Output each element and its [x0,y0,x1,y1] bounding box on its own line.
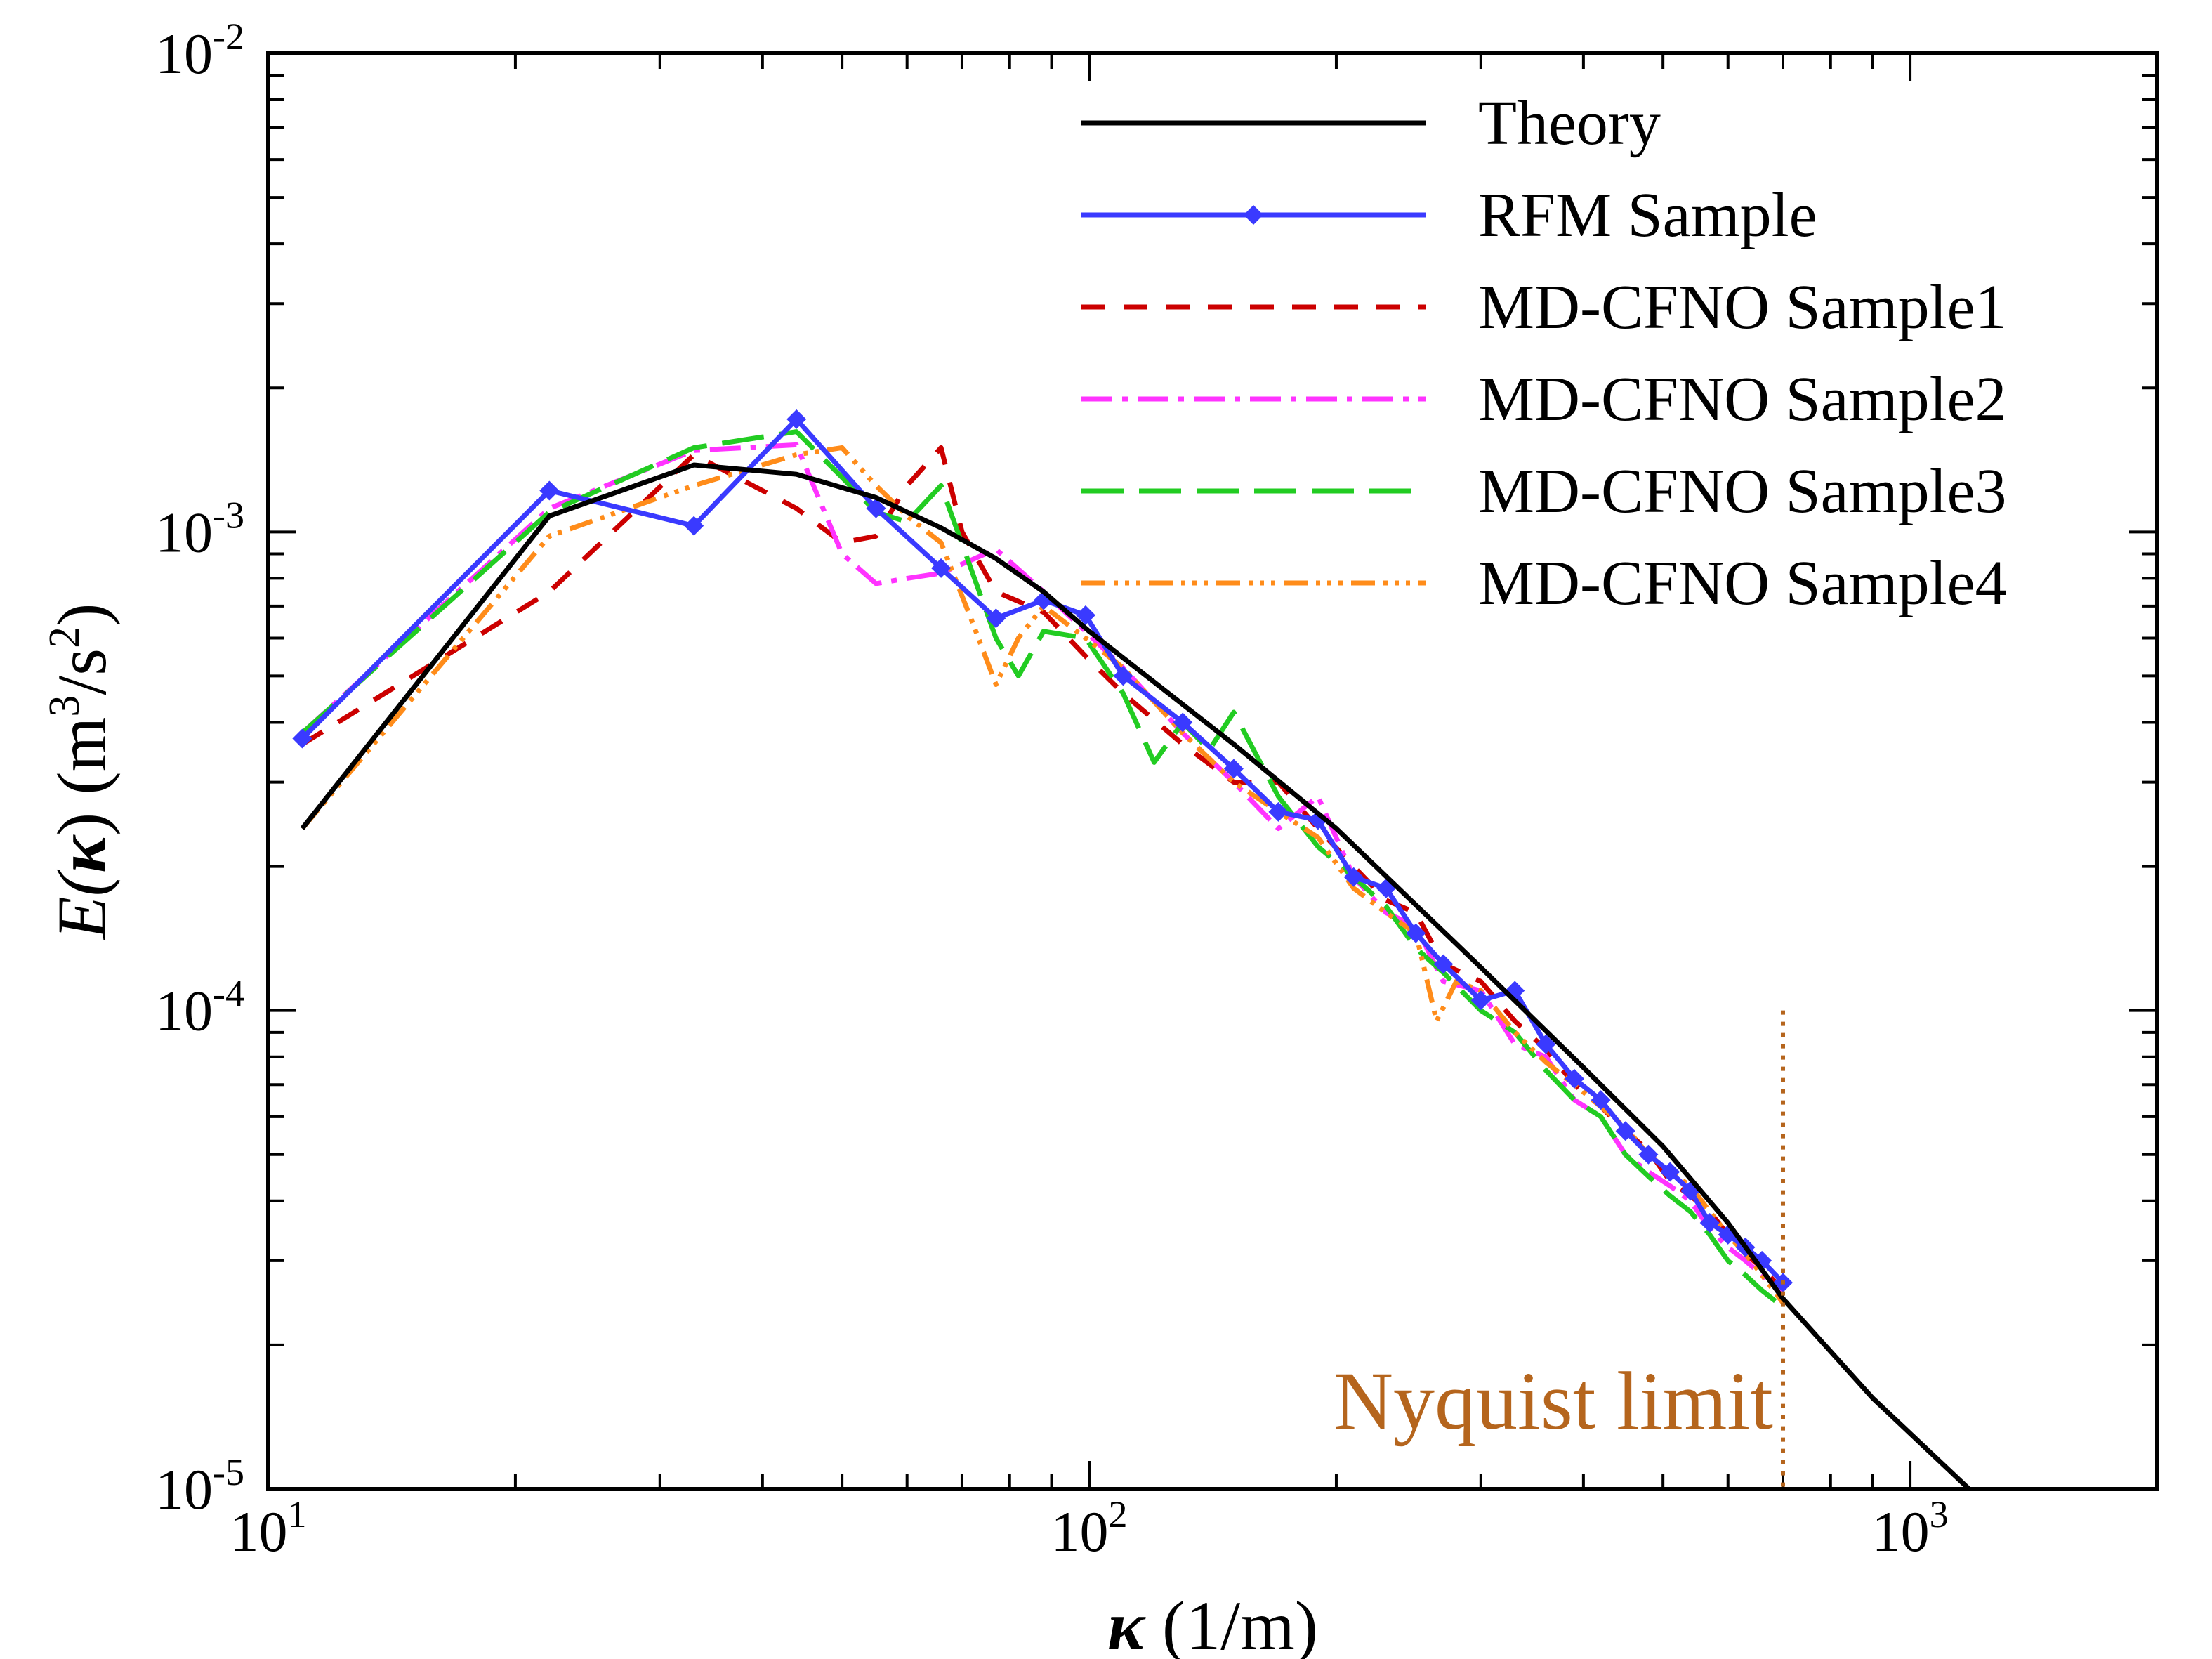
y-axis-main: E( [43,869,121,940]
rfm-marker [1433,954,1454,974]
nyquist-label: Nyquist limit [1334,1355,1773,1447]
rfm-marker [1699,1212,1720,1233]
rfm-marker [1615,1121,1635,1141]
plot-frame [266,51,2159,1491]
series-line-md-cfno-sample2 [301,442,1785,1297]
rfm-marker [1113,666,1133,686]
y-tick-label: 10-3 [155,494,244,564]
y-axis-sup1: 3 [41,695,88,717]
y-tick-label: 10-2 [155,15,244,86]
plot-background [268,53,2157,1489]
series-line-md-cfno-sample4 [300,445,1785,1304]
rfm-marker [1173,712,1193,733]
series-line-md-cfno-sample1 [301,445,1785,1292]
rfm-marker [866,498,886,518]
rfm-marker [1075,605,1095,625]
x-tick-label: 102 [1051,1493,1128,1563]
rfm-marker [786,409,807,429]
x-axis-unit: (1/m) [1145,1587,1318,1659]
y-axis-close: ) (m [43,717,121,836]
legend: Theory RFM Sample MD-CFNO Sample1 MD-CFNO S… [1081,88,2007,618]
rfm-marker [684,516,704,536]
rfm-marker [931,558,952,578]
x-axis-title: κ (1/m) [1107,1587,1318,1659]
y-tick-label: 10-4 [155,973,244,1043]
rfm-marker [1223,759,1244,779]
rfm-marker [1343,867,1364,887]
legend-label-md-cfno-sample2: MD-CFNO Sample2 [1478,365,2007,434]
tick-labels: 101 102 103 10-5 10-4 10-3 10-2 [155,15,1949,1563]
series-layer [292,409,1971,1489]
rfm-marker [539,480,560,501]
rfm-marker [1660,1162,1680,1182]
y-axis-end: ) [43,603,121,627]
x-axis-symbol: κ [1107,1587,1146,1659]
legend-label-md-cfno-sample1: MD-CFNO Sample1 [1478,273,2007,342]
nyquist-annotation: Nyquist limit [1334,1010,1785,1489]
rfm-marker [1565,1068,1585,1089]
y-tick-label: 10-5 [155,1451,244,1521]
series-line-theory [300,462,1971,1489]
legend-label-md-cfno-sample4: MD-CFNO Sample4 [1478,549,2007,618]
legend-label-md-cfno-sample3: MD-CFNO Sample3 [1478,457,2007,526]
y-axis-mid: /s [43,648,121,695]
rfm-marker [1406,923,1426,943]
y-axis-sup2: 2 [41,627,88,648]
legend-marker [1244,205,1263,225]
rfm-marker [1591,1090,1611,1110]
rfm-marker [1638,1144,1659,1165]
y-axis-title: E(κ) (m3/s2) [41,603,121,941]
rfm-marker [1536,1034,1556,1054]
legend-label-rfm-sample: RFM Sample [1478,181,1817,250]
series-line-md-cfno-sample3 [301,429,1785,1309]
legend-label-theory: Theory [1478,88,1661,158]
rfm-marker [986,608,1006,629]
y-axis-symbol: κ [43,834,121,873]
rfm-marker [1470,990,1491,1011]
rfm-marker [292,728,312,749]
x-tick-label: 101 [230,1493,307,1563]
rfm-marker [1268,801,1289,822]
x-tick-label: 103 [1872,1493,1949,1563]
